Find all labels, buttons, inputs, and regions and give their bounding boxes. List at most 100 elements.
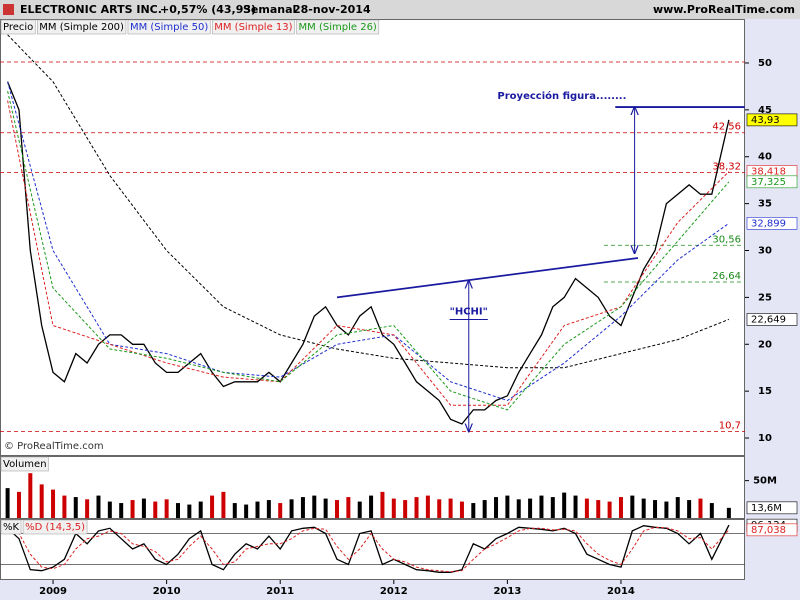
volume-bar — [369, 495, 374, 518]
value-tag-label: 38,418 — [751, 167, 786, 178]
volume-bar — [335, 500, 340, 518]
header-bar — [0, 0, 800, 19]
volume-bar — [437, 499, 442, 518]
x-tick-label: 2012 — [380, 586, 408, 597]
y-tick-label: 20 — [758, 339, 772, 350]
volume-bar — [459, 501, 464, 518]
series-line — [7, 100, 730, 406]
volume-bar — [130, 500, 135, 518]
volume-bar — [187, 504, 192, 518]
volume-bar — [550, 497, 555, 518]
volume-bar — [153, 501, 158, 518]
volume-bar — [175, 503, 180, 518]
volume-bar — [516, 499, 521, 518]
volume-bar — [425, 495, 430, 518]
series-line — [7, 526, 730, 573]
volume-bar — [289, 499, 294, 518]
volume-bar — [675, 497, 680, 518]
axis-bg — [745, 19, 800, 580]
volume-bar — [5, 488, 10, 518]
legend-bg — [127, 19, 211, 35]
volume-bar — [471, 503, 476, 518]
x-tick-label: 2013 — [493, 586, 521, 597]
plots: 10152025303540455042,5638,3230,5626,6410… — [0, 19, 798, 597]
value-tag-label: 87,038 — [751, 525, 786, 536]
x-tick-label: 2009 — [39, 586, 67, 597]
volume-bar — [28, 473, 33, 518]
value-tag — [746, 217, 798, 230]
level-label: 10,7 — [719, 420, 741, 431]
volume-bar — [584, 498, 589, 518]
y-tick-label: 30 — [758, 246, 772, 257]
volume-bar — [198, 501, 203, 518]
period: Semanal — [243, 3, 296, 16]
volume-bar — [312, 495, 317, 518]
value-tag — [746, 113, 798, 127]
value-tag-label: 37,325 — [751, 177, 786, 188]
icon — [3, 4, 14, 15]
series-line — [7, 81, 730, 402]
volume-bar — [562, 492, 567, 518]
volume-bar — [278, 503, 283, 518]
panel — [0, 19, 745, 456]
x-tick-label: 2011 — [266, 586, 294, 597]
series-line — [7, 34, 730, 369]
change: +0,57% (43,93) — [160, 3, 256, 16]
volume-bar — [607, 501, 612, 518]
volume-bar — [482, 500, 487, 518]
legend-entry: %K — [3, 522, 20, 533]
volume-bar — [244, 504, 249, 518]
volume-bar — [630, 495, 635, 518]
y-tick-label: 50 — [758, 58, 772, 69]
watermark: © ProRealTime.com — [4, 441, 104, 452]
legend-bg — [0, 519, 22, 535]
value-tag-label: 32,899 — [751, 218, 786, 229]
level-label: 38,32 — [712, 161, 741, 172]
volume-bar — [346, 497, 351, 518]
volume-bar — [73, 497, 78, 518]
volume-bar — [96, 495, 101, 518]
volume-bar — [414, 497, 419, 518]
legend-bg — [212, 19, 295, 35]
volume-bar — [300, 497, 305, 518]
volume-bar — [664, 501, 669, 518]
volume-bar — [539, 495, 544, 518]
panel — [0, 519, 745, 580]
legend-bg — [37, 19, 127, 35]
value-tag — [746, 313, 798, 326]
volume-bar — [391, 498, 396, 518]
legend-entry: MM (Simple 200) — [39, 22, 124, 33]
volume-bar — [380, 491, 385, 518]
volume-bar — [653, 500, 658, 518]
volume-bar — [16, 491, 21, 518]
series-line — [7, 524, 730, 573]
volume-bar — [39, 484, 44, 518]
site: www.ProRealTime.com — [653, 3, 795, 16]
y-tick-label: 15 — [758, 386, 772, 397]
volume-bar — [210, 495, 215, 518]
series-line — [7, 90, 730, 411]
legend-entry: MM (Simple 26) — [299, 22, 377, 33]
y-tick-label: 35 — [758, 199, 772, 210]
level-label: 30,56 — [712, 234, 741, 245]
value-tag — [746, 501, 798, 515]
volume-bar — [141, 498, 146, 518]
volume-bar — [357, 501, 362, 518]
value-tag-label: 13,6M — [751, 503, 782, 514]
y-tick-label: 25 — [758, 292, 772, 303]
x-axis-bg — [0, 580, 800, 600]
level-label: 26,64 — [712, 271, 741, 282]
volume-bar — [62, 495, 67, 518]
volume-bar — [403, 500, 408, 518]
y-tick-label: 40 — [758, 152, 772, 163]
annotation-text: "HCHI" — [450, 306, 488, 317]
volume-bar — [687, 500, 692, 518]
legend-bg — [0, 19, 36, 35]
volume-bar — [528, 498, 533, 518]
y-tick-label: 45 — [758, 105, 772, 116]
volume-bar — [323, 498, 328, 518]
volume-bar — [641, 498, 646, 518]
title: ELECTRONIC ARTS INC. — [20, 3, 162, 16]
value-tag-label: 43,93 — [751, 115, 780, 126]
legend-entry: MM (Simple 50) — [130, 22, 208, 33]
